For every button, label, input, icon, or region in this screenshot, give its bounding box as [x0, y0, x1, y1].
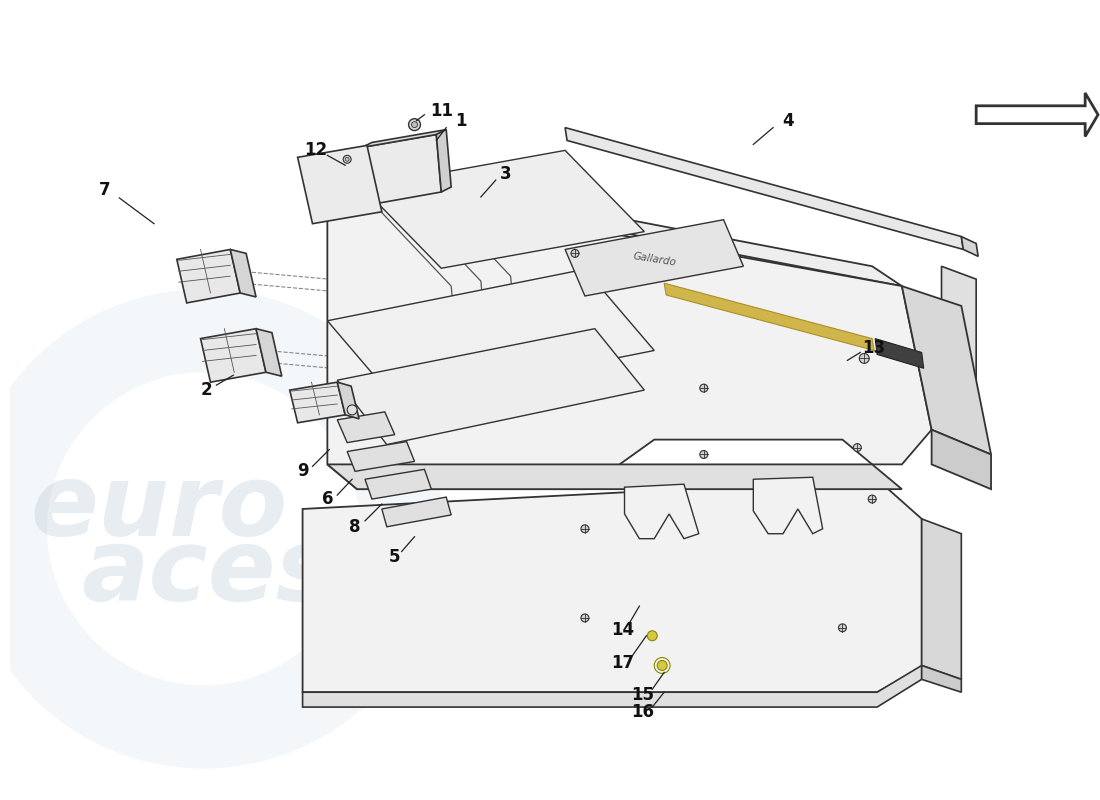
Polygon shape — [565, 127, 964, 250]
Circle shape — [838, 624, 846, 632]
Polygon shape — [302, 666, 922, 707]
Polygon shape — [338, 382, 359, 419]
Circle shape — [700, 384, 707, 392]
Circle shape — [581, 525, 589, 533]
Polygon shape — [328, 182, 932, 489]
Circle shape — [657, 661, 667, 670]
Text: 7: 7 — [99, 181, 110, 199]
Polygon shape — [362, 150, 645, 268]
Circle shape — [700, 450, 707, 458]
Text: 5: 5 — [389, 547, 400, 566]
Circle shape — [348, 405, 358, 415]
Polygon shape — [382, 497, 451, 526]
Polygon shape — [302, 479, 922, 692]
Text: 2: 2 — [200, 381, 212, 399]
Polygon shape — [338, 329, 645, 445]
Polygon shape — [230, 250, 256, 297]
Circle shape — [581, 614, 589, 622]
Polygon shape — [338, 412, 395, 442]
Text: 8: 8 — [350, 518, 361, 536]
Polygon shape — [362, 134, 441, 205]
Polygon shape — [976, 93, 1098, 137]
Text: 15: 15 — [631, 686, 653, 704]
Text: euro: euro — [31, 461, 287, 558]
Polygon shape — [328, 270, 654, 402]
Circle shape — [411, 122, 418, 127]
Circle shape — [647, 631, 657, 641]
Polygon shape — [565, 220, 744, 296]
Circle shape — [345, 158, 349, 162]
Circle shape — [868, 495, 876, 503]
Polygon shape — [922, 519, 961, 679]
Polygon shape — [942, 266, 976, 440]
Text: 16: 16 — [631, 703, 653, 721]
Text: 14: 14 — [610, 621, 634, 639]
Polygon shape — [348, 442, 415, 471]
Circle shape — [854, 443, 861, 451]
Polygon shape — [298, 146, 382, 224]
Polygon shape — [625, 484, 698, 538]
Polygon shape — [664, 283, 874, 350]
Polygon shape — [437, 130, 451, 192]
Polygon shape — [902, 286, 991, 454]
Text: 9: 9 — [297, 462, 308, 480]
Circle shape — [343, 155, 351, 163]
Text: 3: 3 — [499, 165, 512, 183]
Circle shape — [859, 354, 869, 363]
Text: Gallardo: Gallardo — [631, 251, 676, 268]
Polygon shape — [365, 470, 431, 499]
Circle shape — [571, 250, 579, 258]
Polygon shape — [328, 464, 902, 489]
Text: 1: 1 — [455, 112, 466, 130]
Polygon shape — [932, 430, 991, 489]
Polygon shape — [177, 250, 240, 303]
Polygon shape — [754, 478, 823, 534]
Polygon shape — [289, 382, 345, 422]
Text: 4: 4 — [782, 112, 794, 130]
Text: 11: 11 — [430, 102, 453, 120]
Text: a passion for parts since 1985: a passion for parts since 1985 — [324, 595, 549, 681]
Text: 6: 6 — [321, 490, 333, 508]
Polygon shape — [362, 130, 447, 147]
Polygon shape — [200, 329, 266, 382]
Text: aces: aces — [81, 525, 336, 622]
Polygon shape — [876, 338, 924, 368]
Polygon shape — [961, 237, 978, 256]
Text: 12: 12 — [304, 142, 327, 159]
Text: 13: 13 — [862, 339, 886, 358]
Polygon shape — [256, 329, 282, 376]
Circle shape — [408, 118, 420, 130]
Text: 17: 17 — [610, 654, 634, 671]
Polygon shape — [922, 666, 961, 692]
Polygon shape — [328, 162, 902, 286]
